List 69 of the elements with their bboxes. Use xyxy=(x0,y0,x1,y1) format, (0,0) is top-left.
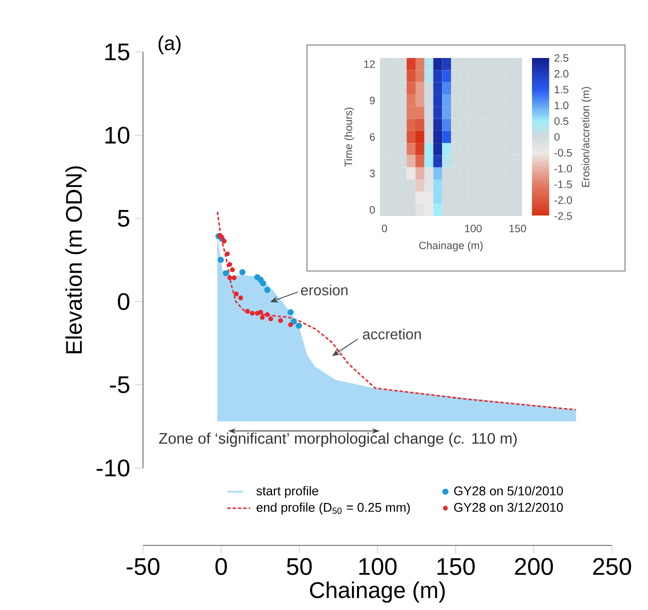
y-tick-label: 6 xyxy=(370,133,375,141)
point xyxy=(230,267,235,272)
point xyxy=(245,308,250,314)
y-axis-title: Time (hours) xyxy=(344,108,354,167)
legend-label: end profile (D$_{50}$ = 0.25 mm) xyxy=(256,502,410,514)
point xyxy=(264,312,270,317)
annotation: accretion xyxy=(362,328,421,340)
x-axis-title: Chainage (m) xyxy=(419,241,483,252)
x-tick-label: 150 xyxy=(509,224,526,232)
point xyxy=(222,238,227,244)
y-axis-title: Elevation (m ODN) xyxy=(65,166,86,354)
x-tick-label: 0 xyxy=(215,558,227,576)
color-bar-label: -1.0 xyxy=(554,164,572,172)
y-tick-label: 3 xyxy=(370,170,375,178)
point xyxy=(288,309,294,316)
color-bar-title: Erosion/accretion (m) xyxy=(582,86,592,187)
y-tick-label: 10 xyxy=(105,126,130,144)
point xyxy=(238,296,244,300)
point xyxy=(225,251,230,256)
color-bar-label: -2.0 xyxy=(554,196,572,204)
x-tick-label: 150 xyxy=(437,558,475,576)
annotation: erosion xyxy=(301,284,348,296)
point xyxy=(278,318,283,323)
annotation: Zone of ‘significant’ morphological change (c. 110 m) xyxy=(159,432,517,447)
color-bar-label: 2.0 xyxy=(554,70,568,78)
point xyxy=(239,269,246,276)
color-bar-label: -2.5 xyxy=(554,212,572,220)
color-bar-label: -0.5 xyxy=(554,149,572,157)
point xyxy=(296,322,302,329)
y-tick-label: -10 xyxy=(96,459,130,476)
point xyxy=(264,286,270,294)
x-tick-label: -50 xyxy=(126,558,160,576)
color-bar-label: 1.5 xyxy=(554,86,568,94)
color-bar-label: 2.5 xyxy=(554,54,568,62)
point xyxy=(218,256,224,263)
x-tick-label: 100 xyxy=(359,558,397,576)
y-tick-label: 0 xyxy=(118,293,130,310)
legend-label: GY28 on 3/12/2010 xyxy=(454,502,563,512)
x-tick-label: 100 xyxy=(465,224,482,232)
color-bar-label: 1.0 xyxy=(554,102,568,110)
color-bar-label: 0 xyxy=(554,133,560,141)
color-bar-label: -1.5 xyxy=(554,180,572,188)
point xyxy=(260,315,265,320)
color-bar-label: 0.5 xyxy=(554,117,568,125)
y-tick-label: -5 xyxy=(110,376,130,394)
x-axis-title: Chainage (m) xyxy=(310,582,445,603)
point xyxy=(227,275,232,280)
point xyxy=(258,310,264,315)
x-tick-label: 0 xyxy=(382,224,387,232)
point xyxy=(222,270,229,276)
point xyxy=(227,262,232,267)
point xyxy=(268,316,274,322)
legend-label: GY28 on 5/10/2010 xyxy=(454,486,563,496)
point xyxy=(232,275,237,280)
point xyxy=(290,318,297,324)
y-tick-label: 5 xyxy=(118,210,130,227)
y-tick-label: 0 xyxy=(370,206,375,214)
point xyxy=(250,310,255,316)
point xyxy=(260,280,266,286)
y-tick-label: 9 xyxy=(370,96,375,104)
annotation: (a) xyxy=(158,36,181,54)
y-tick-label: 15 xyxy=(105,44,130,60)
x-tick-label: 200 xyxy=(515,558,553,576)
y-tick-label: 12 xyxy=(364,60,375,68)
point xyxy=(234,292,239,296)
x-tick-label: 50 xyxy=(286,558,312,576)
legend-label: start profile xyxy=(256,486,318,498)
x-tick-label: 250 xyxy=(593,558,632,576)
point xyxy=(288,322,293,328)
